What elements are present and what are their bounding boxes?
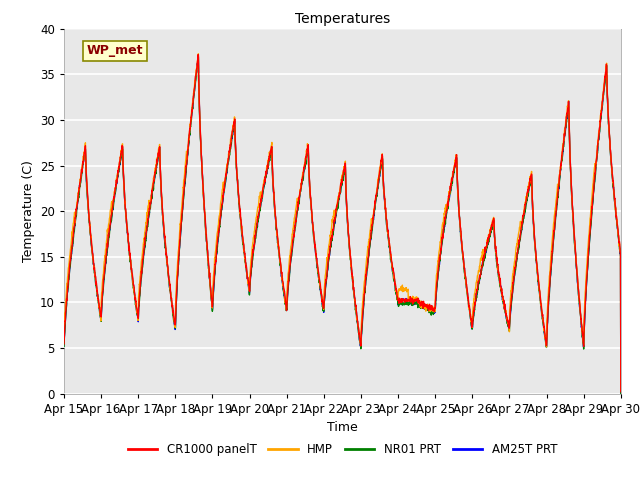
X-axis label: Time: Time <box>327 421 358 434</box>
Title: Temperatures: Temperatures <box>295 12 390 26</box>
Legend: CR1000 panelT, HMP, NR01 PRT, AM25T PRT: CR1000 panelT, HMP, NR01 PRT, AM25T PRT <box>123 438 562 461</box>
Text: WP_met: WP_met <box>86 44 143 57</box>
Y-axis label: Temperature (C): Temperature (C) <box>22 160 35 262</box>
